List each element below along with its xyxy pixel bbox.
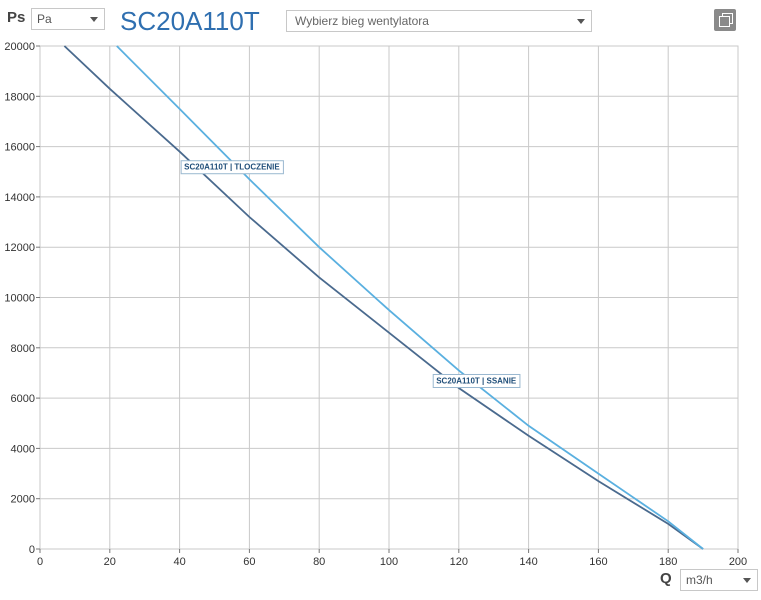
flow-unit-select[interactable]: m3/h [680,569,758,591]
series-label: SC20A110T | TLOCZENIE [180,160,284,175]
series-labels: SC20A110T | TLOCZENIE SC20A110T | SSANIE [180,160,521,388]
chevron-down-icon [90,17,98,22]
series-label-box [432,373,521,388]
series-label-text: SC20A110T | SSANIE [436,376,517,385]
y-tick-label: 2000 [11,494,35,506]
x-tick-label: 200 [729,556,747,568]
pressure-unit-value: Pa [37,12,52,26]
y-tick-label: 14000 [4,192,35,204]
y-tick-label: 12000 [4,242,35,254]
y-tick-label: 8000 [11,343,35,355]
x-tick-label: 20 [104,556,116,568]
model-title: SC20A110T [120,6,260,36]
series-line [116,45,704,550]
series-label: SC20A110T | SSANIE [432,373,521,388]
series-label-box [180,160,284,175]
x-tick-label: 160 [589,556,607,568]
flow-unit-value: m3/h [686,573,713,587]
series-label-text: SC20A110T | TLOCZENIE [184,163,280,172]
x-tick-label: 120 [450,556,468,568]
y-tick-label: 4000 [11,443,35,455]
x-tick-label: 40 [173,556,185,568]
pressure-unit-select[interactable]: Pa [31,8,105,30]
chevron-down-icon [577,19,585,24]
series-line [63,45,704,550]
y-tick-label: 20000 [4,41,35,53]
series-lines [63,45,704,550]
chevron-down-icon [743,578,751,583]
y-tick-label: 6000 [11,393,35,405]
x-axis-title: Q [660,570,672,587]
y-tick-label: 16000 [4,142,35,154]
y-axis-title: Ps [7,9,26,26]
x-tick-label: 100 [380,556,398,568]
x-tick-label: 80 [313,556,325,568]
y-tick-label: 0 [29,544,35,556]
x-tick-label: 140 [519,556,537,568]
x-axis-ticks: 0 20 40 60 80 100 120 140 160 180 200 [37,549,747,568]
copy-button[interactable] [714,9,736,31]
x-tick-label: 60 [243,556,255,568]
grid [39,45,739,550]
y-tick-label: 10000 [4,293,35,305]
fan-speed-select[interactable]: Wybierz bieg wentylatora [286,10,592,32]
fan-speed-placeholder: Wybierz bieg wentylatora [295,14,429,28]
y-tick-label: 18000 [4,91,35,103]
x-tick-label: 180 [659,556,677,568]
y-axis-ticks: 0 2000 4000 6000 8000 10000 12000 14000 16000 180… [4,41,40,556]
x-tick-label: 0 [37,556,43,568]
